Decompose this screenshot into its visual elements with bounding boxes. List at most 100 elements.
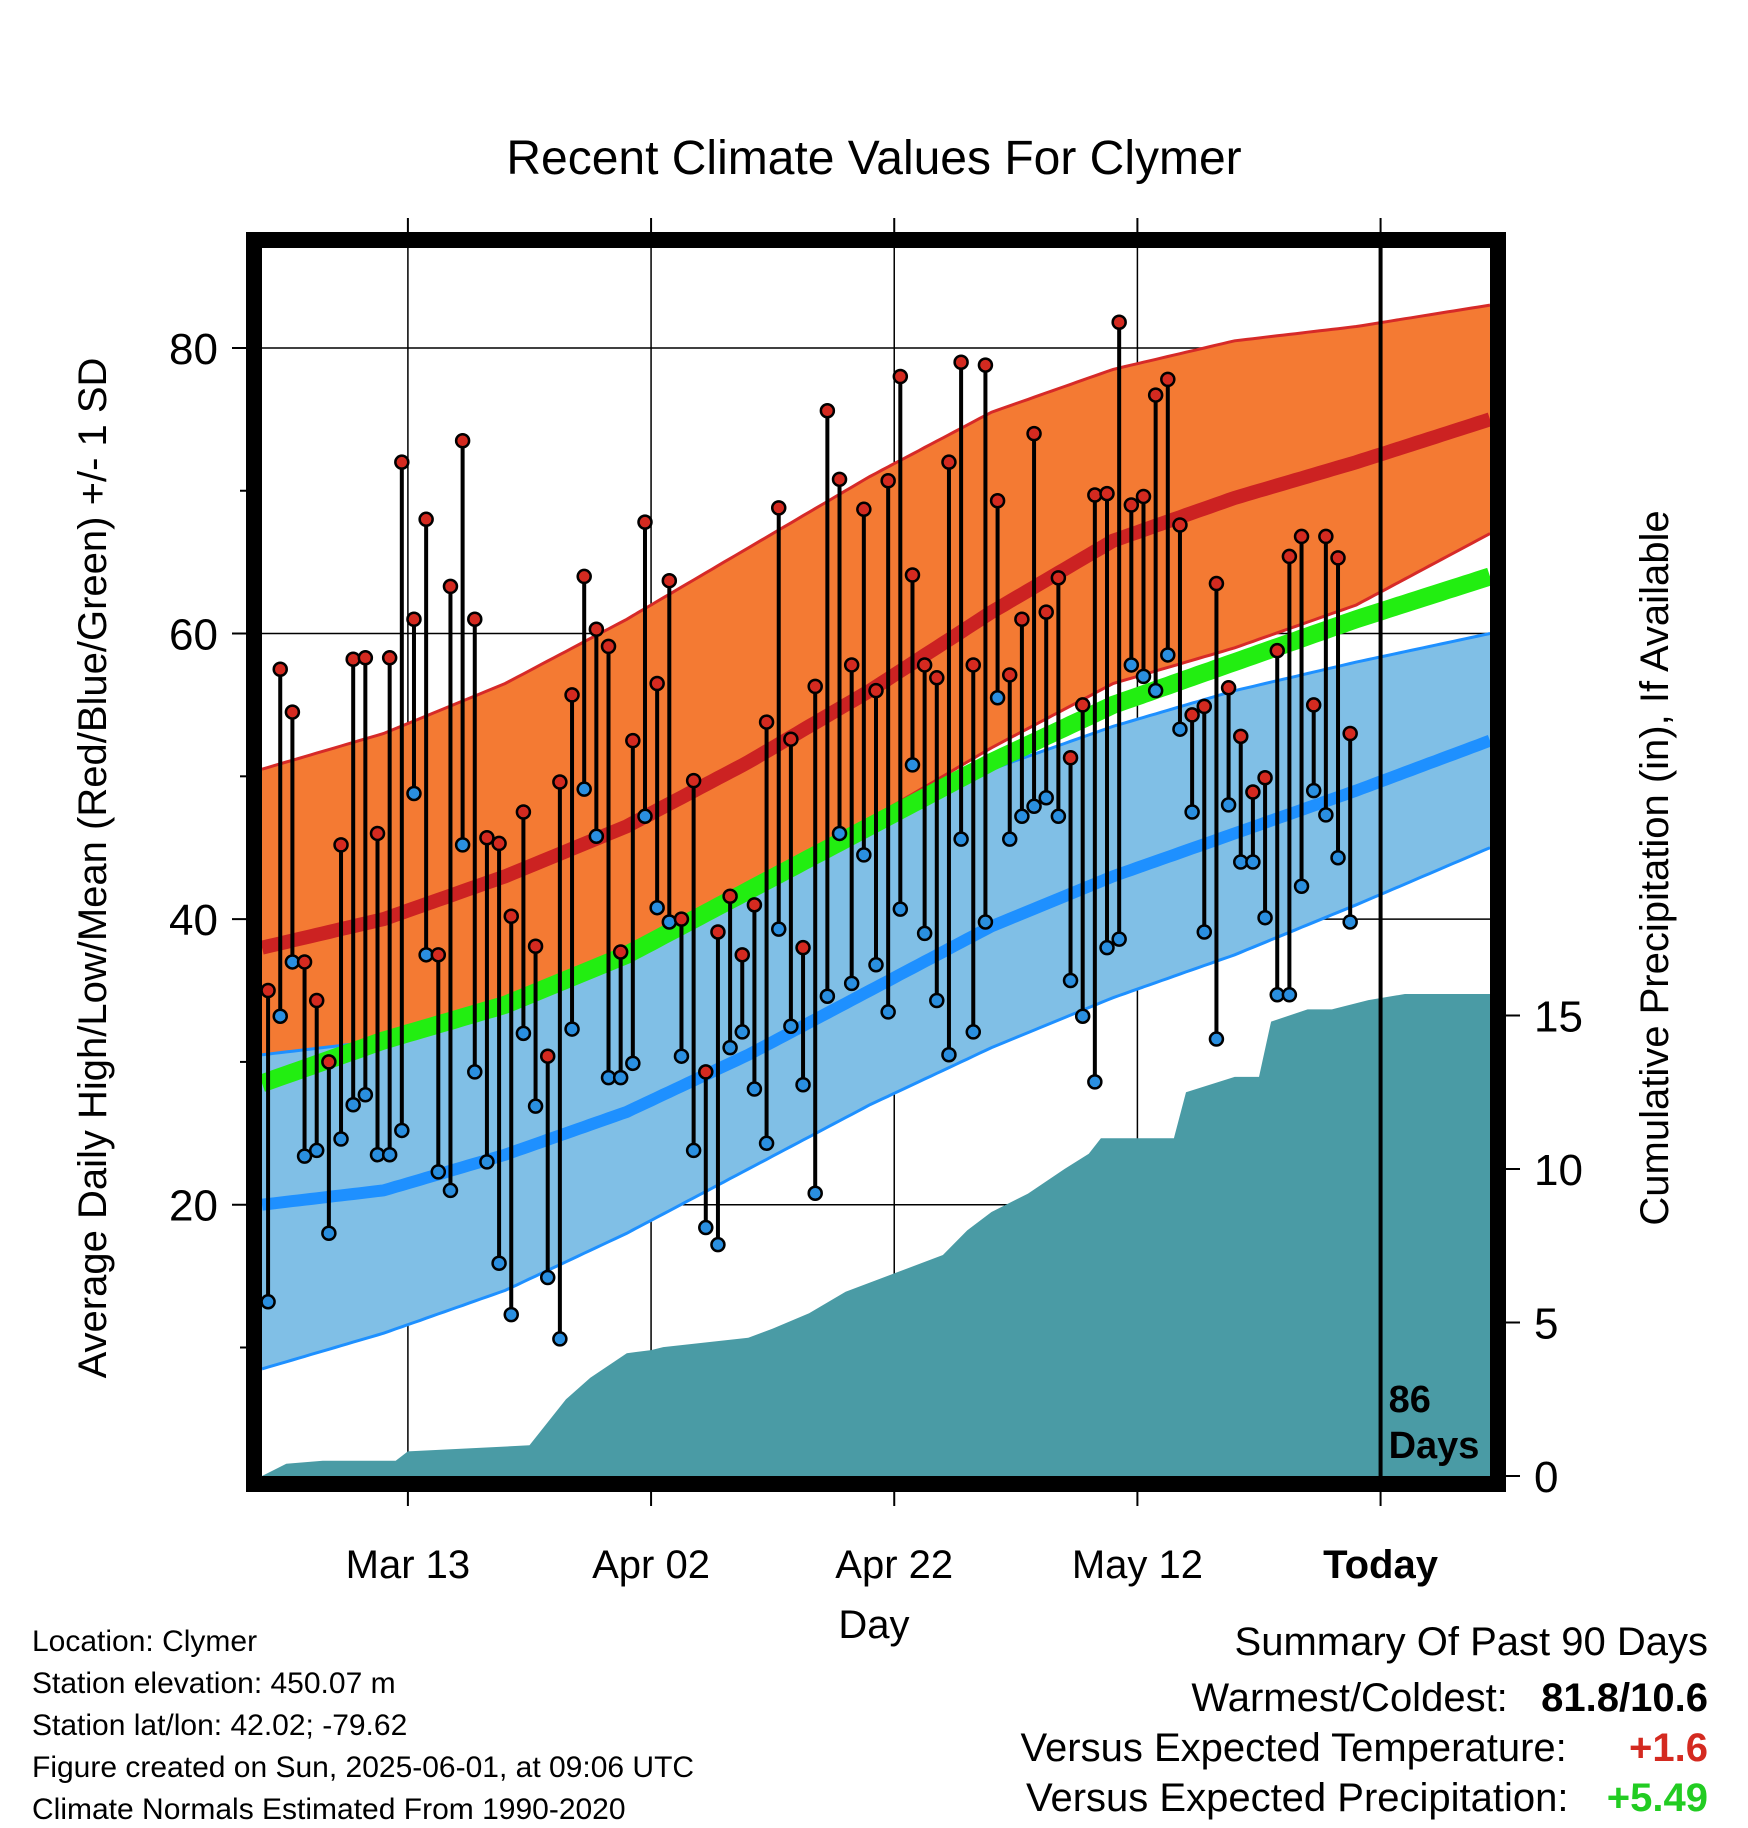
daily-low-point: [868, 957, 884, 973]
daily-low-point: [564, 1021, 580, 1037]
daily-low-point: [1330, 849, 1346, 866]
daily-high-point: [880, 472, 896, 489]
y-tick-label: 20: [169, 1182, 218, 1231]
daily-high-point: [649, 675, 665, 692]
daily-high-point: [904, 567, 921, 583]
x-tick-label: May 12: [1072, 1543, 1203, 1587]
daily-low-point: [552, 1331, 568, 1347]
info-created: Figure created on Sun, 2025-06-01, at 09…: [32, 1751, 695, 1784]
summary-temp-value: +1.6: [1629, 1726, 1708, 1770]
summary-warm-cold: Warmest/Coldest: 81.8/10.6: [1191, 1676, 1708, 1721]
daily-high-point: [406, 611, 422, 628]
daily-high-point: [989, 492, 1006, 509]
summary-temp: Versus Expected Temperature: +1.6: [1021, 1726, 1708, 1771]
daily-low-point: [673, 1048, 690, 1064]
daily-low-point: [479, 1154, 495, 1170]
daily-high-point: [977, 357, 994, 373]
daily-low-point: [1184, 804, 1200, 820]
daily-high-point: [795, 939, 811, 956]
daily-low-point: [1135, 668, 1152, 685]
daily-high-point: [1269, 642, 1285, 659]
daily-high-point: [333, 837, 349, 853]
daily-high-point: [539, 1048, 556, 1064]
daily-low-point: [880, 1004, 896, 1020]
summary-warm-cold-value: 81.8/10.6: [1541, 1676, 1708, 1720]
daily-high-point: [1026, 425, 1042, 442]
daily-high-point: [588, 621, 605, 638]
daily-low-point: [1257, 909, 1273, 926]
daily-high-point: [710, 924, 726, 940]
daily-high-point: [442, 578, 459, 595]
cumulative-precip-area: [262, 994, 1490, 1476]
daily-low-point: [1281, 987, 1298, 1003]
daily-high-point: [625, 732, 641, 749]
low-sd-band: [262, 633, 1490, 1369]
daily-high-point: [552, 774, 568, 790]
daily-low-point: [503, 1306, 519, 1323]
daily-low-point: [1318, 807, 1334, 823]
daily-low-point: [1123, 657, 1140, 673]
daily-low-point: [406, 785, 422, 802]
daily-low-point: [527, 1098, 544, 1114]
daily-high-point: [698, 1064, 714, 1080]
daily-high-point: [661, 572, 678, 589]
daily-low-point: [795, 1077, 811, 1093]
y2-tick-label: 5: [1534, 1300, 1558, 1349]
daily-high-point: [746, 897, 763, 913]
daily-high-point: [734, 947, 751, 963]
daily-low-point: [612, 1069, 629, 1086]
today-marker-days: Days: [1389, 1425, 1480, 1467]
daily-high-point: [1062, 750, 1079, 766]
daily-low-point: [539, 1269, 556, 1286]
daily-low-point: [1147, 682, 1164, 699]
daily-high-point: [1147, 387, 1164, 403]
daily-low-point: [819, 988, 836, 1004]
daily-low-point: [1305, 782, 1322, 799]
daily-low-point: [1087, 1074, 1103, 1090]
daily-high-point: [941, 454, 957, 470]
daily-low-point: [1245, 854, 1261, 870]
low-sd-band-lower-edge: [261, 846, 1491, 1371]
daily-low-point: [1026, 798, 1042, 815]
daily-high-point: [357, 650, 374, 666]
daily-high-point: [369, 825, 386, 842]
daily-low-point: [1160, 647, 1176, 663]
daily-high-point: [892, 368, 909, 385]
daily-high-point: [308, 992, 325, 1009]
daily-low-point: [1099, 939, 1115, 956]
daily-low-point: [649, 899, 665, 916]
daily-high-point: [418, 511, 434, 528]
daily-high-point: [783, 731, 799, 747]
daily-high-point: [831, 471, 848, 488]
daily-high-point: [527, 938, 544, 954]
daily-high-point: [1038, 604, 1054, 620]
daily-high-point: [1111, 314, 1127, 331]
info-normals: Climate Normals Estimated From 1990-2020: [32, 1793, 626, 1826]
daily-high-point: [600, 638, 617, 655]
daily-high-point: [394, 454, 410, 470]
daily-low-point: [941, 1047, 957, 1063]
x-tick-label: Mar 13: [346, 1543, 471, 1587]
daily-high-point: [467, 611, 483, 628]
daily-high-point: [1123, 497, 1140, 513]
daily-high-point: [1172, 517, 1188, 533]
daily-high-point: [673, 911, 690, 927]
daily-low-point: [929, 992, 945, 1009]
daily-high-point: [612, 944, 629, 960]
summary-warm-cold-label: Warmest/Coldest:: [1191, 1676, 1508, 1720]
high-sd-band-upper-edge: [261, 303, 1491, 771]
daily-high-point: [1245, 784, 1261, 800]
daily-low-point: [381, 1146, 398, 1163]
daily-high-point: [1220, 680, 1237, 696]
y2-tick-label: 0: [1534, 1453, 1558, 1502]
daily-low-point: [357, 1086, 374, 1103]
daily-low-point: [989, 690, 1006, 706]
daily-low-point: [1172, 721, 1188, 737]
daily-high-point: [1330, 550, 1346, 566]
daily-high-point: [843, 657, 860, 673]
daily-low-point: [1074, 1008, 1091, 1024]
daily-high-point: [564, 687, 580, 703]
daily-low-point: [1062, 972, 1079, 989]
daily-low-point: [843, 975, 860, 992]
daily-low-point: [1196, 924, 1213, 940]
